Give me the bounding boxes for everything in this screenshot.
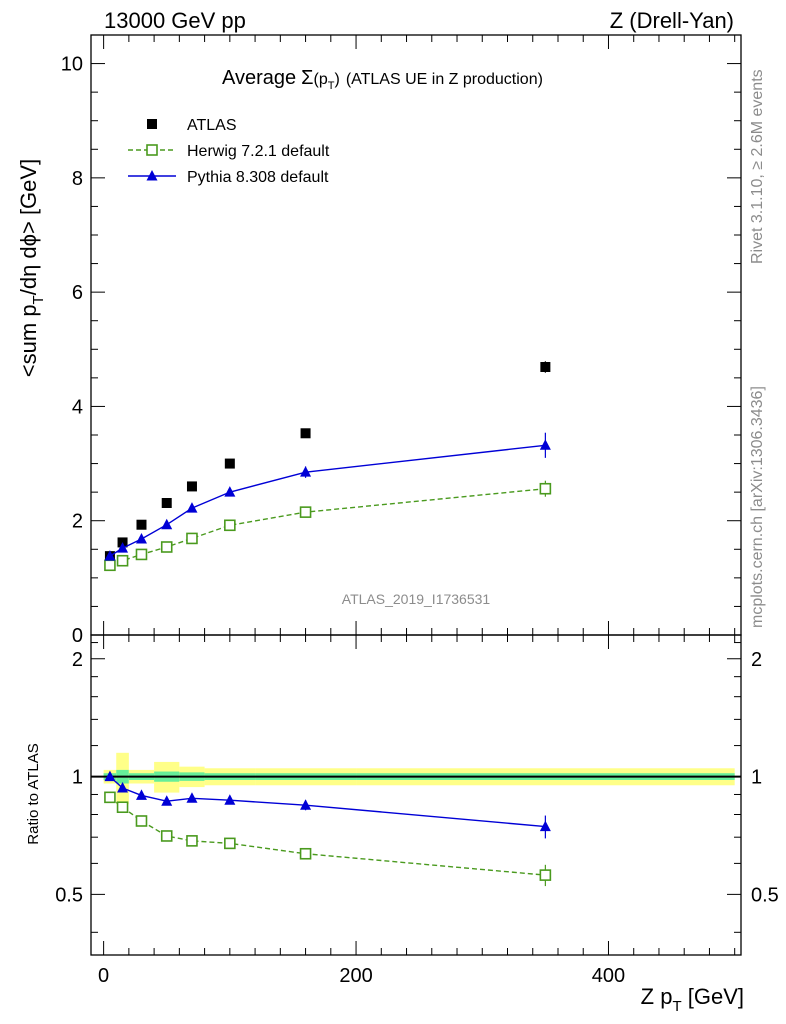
xlabel-sub: T	[672, 998, 681, 1015]
marker-filled-square	[224, 458, 235, 469]
marker-filled-triangle	[135, 533, 147, 544]
x-tick-label: 400	[592, 965, 625, 987]
x-tick-label: 0	[98, 965, 109, 987]
x-axis-label: Z pT [GeV]	[641, 984, 744, 1015]
marker-open-square	[186, 532, 198, 545]
main-y-tick-label: 6	[72, 282, 83, 304]
marker-open-square	[135, 548, 148, 561]
rivet-label: Rivet 3.1.10, ≥ 2.6M events	[749, 69, 766, 264]
main-y-tick-label: 8	[72, 168, 83, 190]
marker-open-square	[224, 837, 236, 850]
marker-filled-triangle	[300, 799, 312, 810]
main-y-tick-label: 0	[72, 625, 83, 647]
marker-open-square	[186, 835, 198, 847]
legend: ATLAS Herwig 7.2.1 default Pythia 8.308 de…	[128, 117, 330, 186]
marker-filled-triangle	[300, 466, 312, 477]
marker-open-square	[116, 554, 129, 567]
main-ylabel-sub: T	[30, 295, 47, 304]
marker-filled-triangle	[104, 550, 116, 561]
xlabel-pre: Z p	[641, 984, 673, 1009]
marker-filled-triangle	[117, 542, 129, 553]
plot-title-sigma: Σ	[301, 67, 313, 89]
ratio-panel-marks	[104, 770, 552, 887]
plot-title-pt-close: )	[334, 71, 339, 88]
plot-title-suffix: (ATLAS UE in Z production)	[346, 71, 543, 88]
plot-title-pt-open: (p	[314, 71, 328, 88]
ratio-y-tick-label-left: 2	[72, 649, 83, 671]
ratio-series-line	[109, 796, 546, 876]
marker-open-square	[299, 506, 312, 518]
marker-filled-triangle	[539, 820, 551, 832]
ratio-y-tick-label-right: 1	[751, 767, 762, 789]
marker-open-square	[146, 144, 158, 156]
main-y-tick-label: 10	[61, 54, 83, 76]
plot-title-pt-sub: T	[328, 80, 335, 92]
marker-open-square	[116, 801, 129, 814]
legend-entry-label: Herwig 7.2.1 default	[187, 143, 330, 160]
marker-filled-square	[540, 362, 551, 372]
marker-filled-square	[186, 481, 197, 492]
header-energy: 13000 GeV pp	[104, 8, 246, 33]
ratio-uncertainty-bands	[91, 752, 741, 805]
marker-open-square	[539, 482, 552, 495]
legend-entry-label: ATLAS	[187, 117, 237, 134]
header-process: Z (Drell-Yan)	[610, 8, 734, 33]
marker-filled-square	[161, 498, 172, 508]
main-series-line	[109, 444, 546, 557]
plot-title-prefix: Average	[222, 67, 296, 89]
main-y-tick-label: 4	[72, 396, 83, 418]
mcplots-label: mcplots.cern.ch [arXiv:1306.3436]	[749, 386, 766, 628]
ratio-y-tick-label-left: 0.5	[55, 884, 83, 906]
analysis-id: ATLAS_2019_I1736531	[342, 591, 491, 607]
main-ylabel-post: /dη dϕ> [GeV]	[16, 159, 41, 295]
marker-filled-square	[300, 428, 311, 439]
marker-filled-triangle	[104, 770, 116, 782]
marker-filled-triangle	[224, 794, 236, 805]
marker-filled-triangle	[117, 781, 129, 793]
marker-open-square	[160, 830, 173, 842]
marker-filled-triangle	[161, 795, 173, 806]
x-tick-label: 200	[339, 965, 372, 987]
marker-filled-triangle	[224, 486, 236, 497]
main-panel-marks	[104, 361, 552, 572]
marker-filled-triangle	[161, 518, 173, 530]
ratio-y-tick-label-right: 2	[751, 649, 762, 671]
ratio-y-tick-label-left: 1	[72, 767, 83, 789]
main-y-tick-label: 2	[72, 511, 83, 533]
marker-open-square	[104, 791, 116, 804]
marker-open-square	[299, 847, 312, 860]
main-series-line	[109, 488, 546, 566]
marker-filled-triangle	[186, 502, 198, 513]
ratio-y-tick-label-right: 0.5	[751, 884, 779, 906]
ratio-panel-frame	[90, 634, 742, 956]
legend-entry-label: Pythia 8.308 default	[187, 169, 329, 186]
main-ylabel-pre: <sum p	[16, 304, 41, 377]
marker-open-square	[539, 869, 552, 881]
marker-filled-square	[136, 519, 147, 530]
marker-open-square	[135, 815, 148, 827]
plot-title: Average Σ(pT) (ATLAS UE in Z production)	[222, 67, 543, 92]
main-y-axis-label: <sum pT/dη dϕ> [GeV]	[16, 159, 47, 377]
marker-open-square	[104, 559, 116, 572]
marker-filled-triangle	[539, 439, 551, 450]
marker-open-square	[224, 519, 236, 532]
marker-open-square	[160, 541, 173, 553]
xlabel-post: [GeV]	[682, 984, 744, 1009]
marker-filled-square	[147, 119, 157, 129]
ratio-y-axis-label: Ratio to ATLAS	[25, 743, 42, 844]
marker-filled-triangle	[146, 170, 158, 181]
marker-filled-triangle	[186, 792, 198, 803]
marker-filled-triangle	[135, 789, 147, 800]
